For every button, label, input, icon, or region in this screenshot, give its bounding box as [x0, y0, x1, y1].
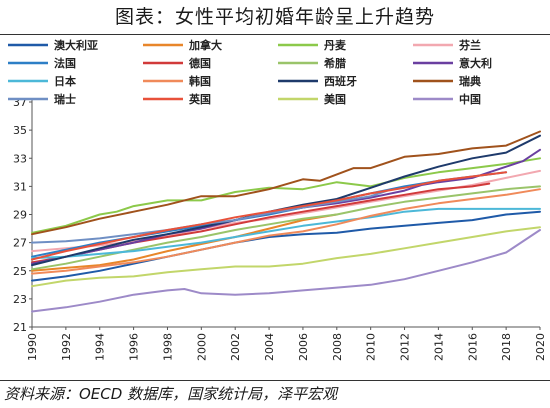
legend-label: 丹麦	[324, 38, 347, 52]
title-divider	[0, 34, 550, 35]
x-tick-label: 2006	[297, 333, 310, 361]
legend-label: 美国	[324, 92, 346, 106]
legend-label: 英国	[188, 92, 211, 106]
series-line	[31, 157, 541, 234]
y-tick-label: 25	[13, 265, 27, 278]
source-note: 资料来源：OECD 数据库，国家统计局，泽平宏观	[4, 385, 338, 403]
legend-label: 澳大利亚	[54, 38, 98, 52]
x-tick-label: 2008	[331, 333, 344, 361]
y-tick-label: 23	[13, 293, 27, 306]
legend-label: 德国	[188, 56, 211, 70]
x-tick-label: 2020	[534, 333, 547, 361]
series-line	[31, 189, 389, 244]
legend-label: 意大利	[459, 56, 492, 70]
x-tick-label: 2012	[399, 333, 412, 361]
x-tick-label: 2002	[229, 333, 242, 361]
legend-label: 瑞士	[54, 92, 76, 106]
y-tick-label: 31	[13, 180, 27, 193]
x-tick-label: 1996	[128, 333, 141, 361]
x-tick-label: 1992	[60, 333, 73, 361]
x-tick-label: 2014	[432, 333, 445, 361]
series-line	[31, 171, 508, 261]
series-line	[31, 210, 541, 282]
y-tick-label: 33	[13, 152, 27, 165]
y-tick-label: 27	[13, 237, 27, 250]
x-tick-label: 1990	[26, 333, 39, 361]
legend-label: 中国	[459, 92, 481, 106]
legend-label: 瑞典	[459, 74, 481, 88]
series-line	[31, 213, 338, 272]
series-line	[31, 207, 541, 260]
x-tick-label: 1998	[161, 333, 174, 361]
series-line	[31, 188, 541, 275]
series-line	[31, 226, 541, 288]
source-divider	[0, 380, 550, 381]
legend-label: 加拿大	[188, 38, 222, 52]
x-tick-label: 2004	[263, 333, 276, 361]
legend-label: 希腊	[323, 56, 346, 70]
legend-label: 韩国	[189, 74, 211, 88]
legend-label: 日本	[54, 74, 76, 88]
chart-title: 图表：女性平均初婚年龄呈上升趋势	[114, 6, 435, 28]
x-tick-label: 2016	[466, 333, 479, 361]
legend-label: 芬兰	[458, 38, 481, 52]
legend-label: 西班牙	[324, 74, 357, 88]
y-tick-label: 21	[13, 321, 27, 334]
x-tick-label: 2018	[500, 333, 513, 361]
x-tick-label: 2010	[365, 333, 378, 361]
y-tick-label: 29	[13, 209, 27, 222]
series-line	[31, 229, 541, 313]
series-line	[31, 130, 541, 236]
x-tick-label: 1994	[94, 333, 107, 361]
legend-label: 法国	[54, 56, 76, 70]
y-tick-label: 35	[13, 124, 27, 137]
x-tick-label: 2000	[195, 333, 208, 361]
